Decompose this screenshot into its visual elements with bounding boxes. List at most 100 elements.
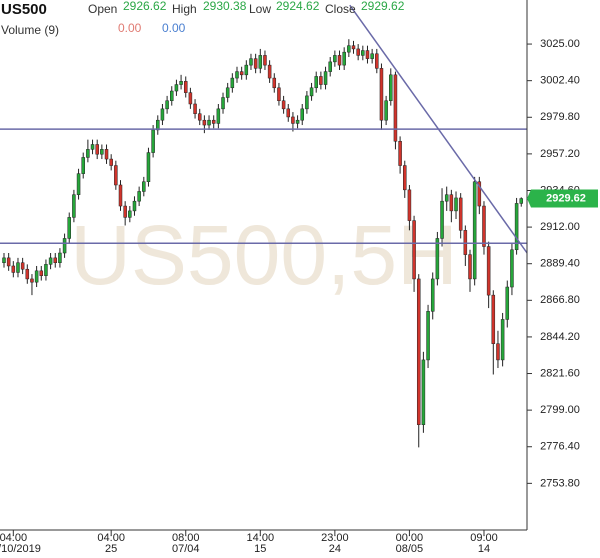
candle-body	[114, 165, 118, 186]
candle-body	[449, 194, 454, 212]
candle-body	[477, 181, 482, 207]
symbol: US500	[1, 1, 47, 18]
candle-body	[361, 50, 365, 56]
candle-body	[337, 55, 342, 66]
candle-body	[118, 184, 123, 207]
y-tick-label: 2979.80	[540, 111, 580, 123]
candle-body	[174, 84, 179, 92]
candle-body	[25, 268, 30, 280]
candle-body	[398, 140, 402, 166]
y-tick-label: 2844.20	[540, 331, 580, 343]
candle-body	[202, 119, 207, 126]
y-tick-label: 2799.00	[540, 404, 580, 416]
candle-body	[505, 286, 510, 320]
candle-body	[179, 81, 183, 85]
candle-body	[165, 100, 169, 110]
candle-body	[193, 103, 197, 114]
candle-body	[76, 173, 81, 195]
y-tick-label: 2821.60	[540, 367, 580, 379]
candle-body	[197, 113, 202, 121]
volume-value: 0.00	[118, 21, 142, 35]
candle-body	[2, 257, 6, 263]
open-value: 2926.62	[123, 0, 167, 13]
candle-body	[146, 152, 151, 182]
candle-body	[412, 220, 416, 280]
price-tag-label: 2929.62	[546, 192, 586, 204]
candle-body	[323, 71, 328, 85]
candle-body	[170, 90, 174, 102]
watermark: US500,5H	[70, 208, 458, 302]
candle-body	[468, 254, 472, 280]
candle-body	[263, 55, 267, 66]
candle-body	[356, 48, 360, 56]
candle-body	[6, 257, 11, 267]
candle-body	[81, 157, 85, 174]
candle-body	[53, 257, 58, 263]
candle-body	[30, 278, 34, 283]
candle-body	[519, 198, 524, 204]
open-label: Open	[88, 2, 117, 16]
y-tick-label: 2776.40	[540, 441, 580, 453]
candle-body	[137, 191, 141, 202]
candle-body	[221, 97, 225, 110]
candle-body	[95, 144, 99, 155]
x-tick-label: 23:00	[321, 532, 349, 544]
candle-body	[421, 359, 426, 425]
x-tick-label: 00:00	[396, 532, 424, 544]
candle-body	[351, 45, 356, 50]
candle-body	[491, 294, 496, 344]
candle-body	[72, 194, 76, 218]
x-tick-date: 08/05	[396, 543, 424, 555]
candle-body	[235, 71, 239, 79]
close-label: Close	[325, 2, 356, 16]
candle-body	[58, 252, 62, 263]
candle-body	[496, 343, 500, 361]
candle-body	[333, 55, 337, 63]
candle-body	[62, 238, 67, 254]
candle-body	[454, 197, 458, 212]
x-tick-date: 25	[105, 543, 117, 555]
candle-body	[426, 311, 430, 361]
candle-body	[342, 51, 346, 66]
candle-body	[319, 76, 323, 85]
y-tick-label: 2912.00	[540, 221, 580, 233]
candle-body	[249, 58, 253, 66]
candle-body	[384, 100, 388, 121]
candle-body	[128, 210, 132, 218]
candle-body	[142, 181, 146, 192]
x-tick-date: 06/10/2019	[0, 543, 41, 555]
candle-body	[253, 58, 258, 69]
candle-body	[188, 92, 193, 105]
x-tick-label: 08:00	[172, 532, 200, 544]
candle-body	[225, 87, 230, 98]
candle-body	[20, 262, 25, 270]
candle-body	[239, 71, 244, 76]
candle-body	[123, 205, 127, 218]
candle-body	[11, 265, 16, 273]
x-tick-date: 07/04	[172, 543, 200, 555]
candle-body	[430, 278, 435, 312]
candle-body	[183, 81, 188, 93]
x-tick-label: 04:00	[0, 532, 27, 544]
candle-body	[277, 87, 281, 102]
close-value: 2929.62	[361, 0, 405, 13]
candle-body	[472, 181, 477, 280]
candle-body	[109, 158, 113, 166]
candle-body	[375, 53, 379, 69]
candle-body	[156, 119, 160, 131]
candle-body	[16, 262, 20, 273]
candle-body	[482, 205, 486, 247]
low-label: Low	[249, 2, 271, 16]
candle-body	[281, 100, 286, 110]
x-tick-date: 15	[254, 543, 266, 555]
candle-body	[305, 95, 309, 110]
candle-body	[486, 246, 491, 296]
candle-body	[393, 74, 398, 142]
candle-body	[300, 108, 304, 121]
candle-body	[90, 144, 95, 150]
y-tick-label: 2753.80	[540, 477, 580, 489]
y-tick-label: 2866.80	[540, 294, 580, 306]
x-tick-label: 14:00	[247, 532, 275, 544]
